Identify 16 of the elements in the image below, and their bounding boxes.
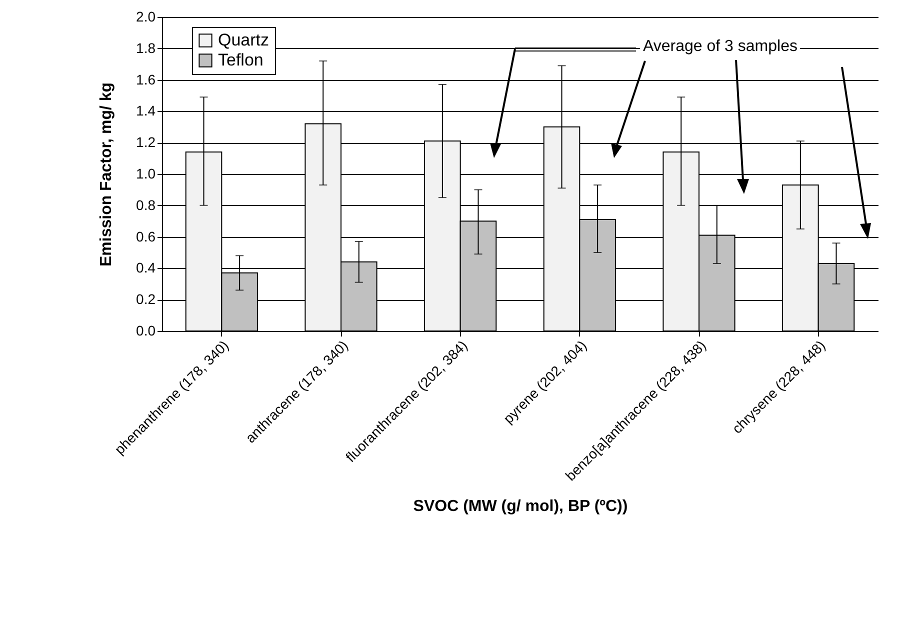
x-axis-title: SVOC (MW (g/ mol), BP (ºC)) [413,498,628,515]
y-tick-label: 1.4 [136,102,156,119]
legend-label: Teflon [218,50,264,70]
annotation: Average of 3 samples [640,38,800,56]
y-tick-label: 0.8 [136,196,156,213]
y-tick-label: 0.0 [136,322,156,338]
legend-label: Quartz [218,30,270,50]
y-tick-label: 1.2 [136,134,156,150]
y-tick-label: 1.6 [136,71,156,88]
y-tick-label: 0.2 [136,291,156,308]
y-tick-label: 0.6 [136,228,156,244]
y-tick-label: 1.0 [136,166,156,182]
y-axis-title: Emission Factor, mg/ kg [98,82,116,267]
y-tick-label: 1.8 [136,40,156,56]
y-tick-label: 2.0 [136,8,156,24]
y-tick-label: 0.4 [136,260,156,276]
